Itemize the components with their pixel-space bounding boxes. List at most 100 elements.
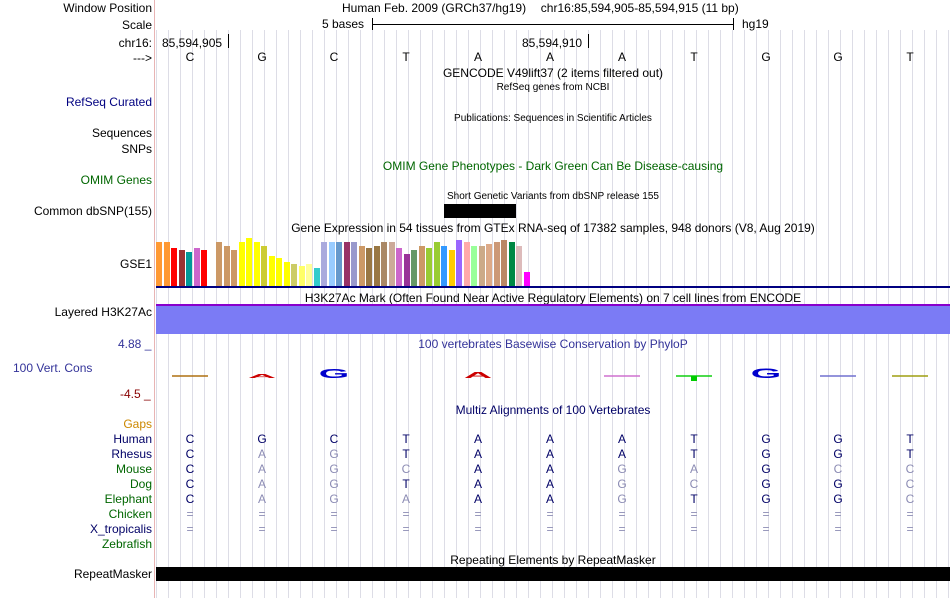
gtex-tissue-bar[interactable] [223,246,230,286]
publications-track-title[interactable]: Publications: Sequences in Scientific Ar… [454,113,652,124]
gtex-tissue-bar[interactable] [396,248,402,286]
multiz-base: = [762,522,770,536]
gtex-tissue-bar[interactable] [373,246,380,286]
repeat-track-label[interactable]: RepeatMasker [73,567,152,581]
scale-bar-right-tick [733,18,734,30]
gencode-track-title[interactable]: GENCODE V49lift37 (2 items filtered out) [442,66,664,80]
gtex-tissue-bar[interactable] [433,242,440,286]
gtex-tissue-bar[interactable] [261,246,267,286]
multiz-species-label[interactable]: Rhesus [111,447,152,461]
repeat-element-block[interactable] [156,567,950,581]
gtex-tissue-bar[interactable] [508,242,515,286]
reference-base: C [185,50,195,64]
gtex-tissue-bar[interactable] [298,266,305,286]
omim-track-label[interactable]: OMIM Genes [80,173,152,187]
reference-base: A [545,50,554,64]
gtex-tissue-bar[interactable] [238,242,245,286]
gtex-tissue-bar[interactable] [358,246,365,286]
multiz-base: T [690,432,698,446]
repeat-track-title[interactable]: Repeating Elements by RepeatMasker [450,553,656,567]
gtex-tissue-bar[interactable] [441,246,447,286]
refseq-track-title[interactable]: RefSeq genes from NCBI [496,82,610,93]
gtex-expression-bars[interactable] [156,236,536,286]
gtex-tissue-bar[interactable] [493,242,500,286]
gtex-tissue-bar[interactable] [328,242,335,286]
multiz-base: = [474,507,482,521]
gtex-tissue-bar[interactable] [193,248,200,286]
gtex-tissue-bar[interactable] [418,246,425,286]
multiz-species-label[interactable]: Chicken [108,507,152,521]
multiz-base: G [833,432,843,446]
gtex-tissue-bar[interactable] [411,250,417,286]
multiz-base: = [402,522,410,536]
gtex-tissue-bar[interactable] [313,268,320,286]
gtex-tissue-bar[interactable] [366,248,372,286]
gtex-tissue-bar[interactable] [246,238,252,286]
phylop-track-title[interactable]: 100 vertebrates Basewise Conservation by… [418,337,688,351]
h3k27ac-track-title[interactable]: H3K27Ac Mark (Often Found Near Active Re… [304,291,802,305]
multiz-species-label[interactable]: Elephant [104,492,152,506]
dbsnp-track-title[interactable]: Short Genetic Variants from dbSNP releas… [447,191,659,202]
gtex-tissue-bar[interactable] [463,242,470,286]
gtex-tissue-bar[interactable] [388,242,395,286]
multiz-species-label[interactable]: Zebrafish [101,537,152,551]
gtex-tissue-bar[interactable] [156,242,162,286]
h3k27ac-track-label[interactable]: Layered H3K27Ac [54,305,152,319]
refseq-track-label[interactable]: RefSeq Curated [65,95,152,109]
position-range: chr16:85,594,905-85,594,915 (11 bp) [540,1,739,15]
multiz-species-label[interactable]: X_tropicalis [89,522,152,536]
gtex-tissue-bar[interactable] [478,246,485,286]
multiz-base: A [617,447,626,461]
multiz-track-title[interactable]: Multiz Alignments of 100 Vertebrates [455,403,651,417]
gtex-tissue-bar[interactable] [426,248,432,286]
gtex-tissue-bar[interactable] [321,242,327,286]
assembly-title: Human Feb. 2009 (GRCh37/hg19) chr16:85,5… [342,1,739,15]
multiz-species-label[interactable]: Dog [129,477,152,491]
gtex-tissue-bar[interactable] [178,250,185,286]
gtex-tissue-bar[interactable] [163,242,170,286]
gtex-tissue-bar[interactable] [201,250,207,286]
multiz-base: G [617,492,627,506]
gtex-tissue-bar[interactable] [306,264,312,286]
gtex-tissue-bar[interactable] [186,252,192,286]
gtex-tissue-bar[interactable] [171,248,177,286]
multiz-base: A [401,492,410,506]
gtex-tissue-bar[interactable] [208,246,215,286]
sequences-label[interactable]: Sequences [91,126,152,140]
gtex-tissue-bar[interactable] [343,242,350,286]
gtex-tissue-bar[interactable] [501,240,507,286]
gtex-track-title[interactable]: Gene Expression in 54 tissues from GTEx … [291,221,815,235]
gtex-track-label[interactable]: GSE1 [119,257,152,271]
gtex-tissue-bar[interactable] [448,250,455,286]
gtex-tissue-bar[interactable] [231,250,237,286]
gaps-label[interactable]: Gaps [123,417,152,431]
dbsnp-variant-block[interactable] [444,204,516,218]
gtex-tissue-bar[interactable] [336,242,342,286]
gtex-tissue-bar[interactable] [253,242,260,286]
phylop-track-label[interactable]: 100 Vert. Cons [13,361,93,375]
gtex-tissue-bar[interactable] [516,246,522,286]
phylop-max: 4.88 _ [118,337,152,351]
gtex-tissue-bar[interactable] [216,242,222,286]
gtex-tissue-bar[interactable] [403,254,410,286]
gtex-tissue-bar[interactable] [486,244,492,286]
snps-label[interactable]: SNPs [121,142,152,156]
multiz-base: = [906,507,914,521]
gtex-tissue-bar[interactable] [276,258,282,286]
multiz-alignment: Human C G C T A A A T G G T Rhesus C A G T A A A T G G T Mouse C A… [0,432,950,552]
gtex-tissue-bar[interactable] [471,246,477,286]
gtex-tissue-bar[interactable] [456,240,462,286]
gtex-tissue-bar[interactable] [283,262,290,286]
gtex-tissue-bar[interactable] [268,256,275,286]
omim-track-title[interactable]: OMIM Gene Phenotypes - Dark Green Can Be… [382,159,724,173]
gtex-tissue-bar[interactable] [351,242,357,286]
dbsnp-track-label[interactable]: Common dbSNP(155) [33,204,152,218]
gtex-tissue-bar[interactable] [291,264,297,286]
h3k27ac-signal[interactable] [156,306,950,334]
multiz-species-label[interactable]: Mouse [115,462,152,476]
gtex-tissue-bar[interactable] [381,242,387,286]
gtex-tissue-bar[interactable] [523,272,530,286]
multiz-base: A [473,447,482,461]
multiz-species-label[interactable]: Human [113,432,152,446]
